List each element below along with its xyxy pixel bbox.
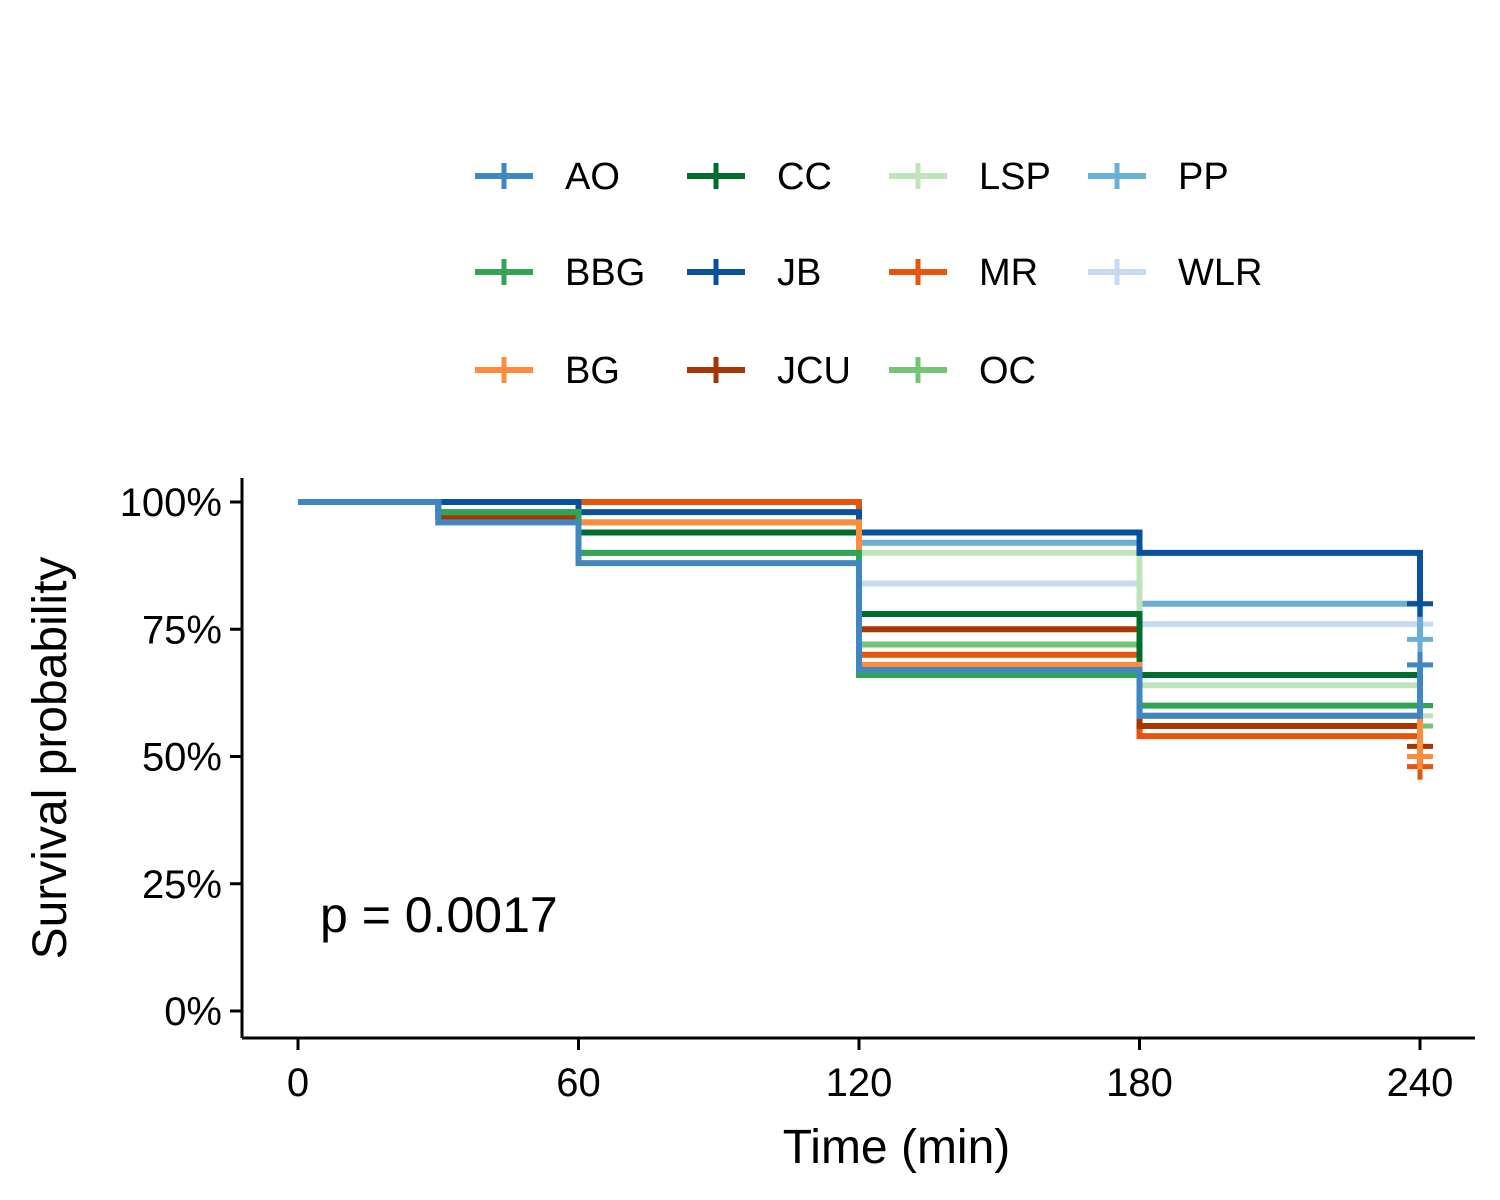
censor-mark-pp	[1407, 626, 1433, 653]
y-tick-label: 25%	[142, 863, 222, 907]
censor-mark-bg	[1407, 743, 1433, 770]
survival-curves	[298, 499, 1433, 780]
legend-item-bbg: BBG	[475, 252, 645, 294]
legend-item-jcu: JCU	[687, 350, 851, 392]
legend-label: WLR	[1178, 252, 1262, 294]
curve-ao	[298, 499, 1423, 719]
x-tick-label: 0	[287, 1061, 309, 1105]
legend-item-mr: MR	[889, 252, 1038, 294]
legend-label: CC	[777, 156, 832, 198]
y-tick-label: 0%	[164, 990, 222, 1034]
legend-label: LSP	[979, 156, 1051, 198]
legend-label: OC	[979, 350, 1036, 392]
x-axis-title: Time (min)	[783, 1121, 1011, 1174]
censor-mark-jb	[1407, 590, 1433, 617]
y-axis-title: Survival probability	[24, 557, 77, 960]
legend-item-cc: CC	[687, 156, 832, 198]
legend-item-jb: JB	[687, 252, 821, 294]
legend-item-lsp: LSP	[889, 156, 1051, 198]
x-tick-label: 60	[556, 1061, 601, 1105]
legend-item-oc: OC	[889, 350, 1036, 392]
censor-mark-ao	[1407, 651, 1433, 678]
legend-label: AO	[565, 156, 620, 198]
p-value-annotation: p = 0.0017	[320, 887, 558, 943]
x-tick-label: 180	[1106, 1061, 1173, 1105]
legend-item-pp: PP	[1088, 156, 1229, 198]
legend-item-bg: BG	[475, 350, 620, 392]
y-axis-ticks: 0% 25% 50% 75% 100%	[120, 481, 242, 1034]
legend-label: PP	[1178, 156, 1229, 198]
y-tick-label: 50%	[142, 736, 222, 780]
x-axis-ticks: 0 60 120 180 240	[287, 1038, 1454, 1105]
x-tick-label: 240	[1387, 1061, 1454, 1105]
legend: AO BBG BG CC JB JCU LSP MR OC PP WLR	[475, 156, 1262, 392]
legend-label: MR	[979, 252, 1038, 294]
x-tick-label: 120	[826, 1061, 893, 1105]
legend-item-wlr: WLR	[1088, 252, 1262, 294]
legend-label: BBG	[565, 252, 645, 294]
legend-label: JCU	[777, 350, 851, 392]
y-tick-label: 100%	[120, 481, 222, 525]
y-tick-label: 75%	[142, 608, 222, 652]
legend-label: JB	[777, 252, 821, 294]
legend-label: BG	[565, 350, 620, 392]
legend-item-ao: AO	[475, 156, 620, 198]
